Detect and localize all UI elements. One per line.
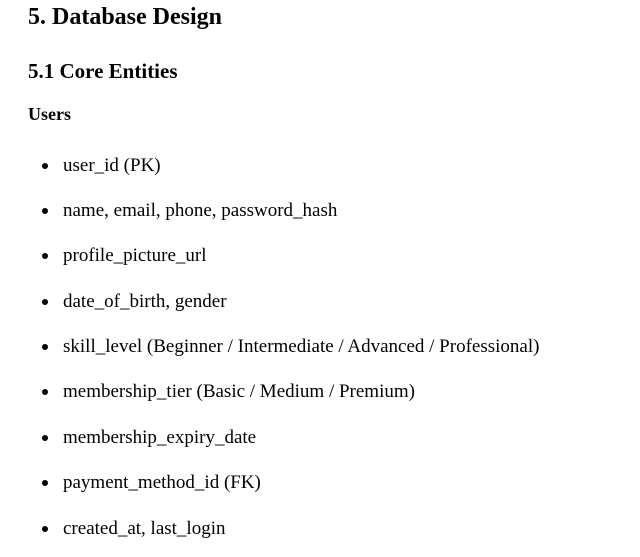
field-text: user_id (PK) (63, 155, 161, 176)
field-text: date_of_birth, gender (63, 291, 227, 312)
bullet-icon (42, 389, 48, 395)
bullet-icon (42, 299, 48, 305)
field-text: payment_method_id (FK) (63, 472, 261, 493)
bullet-icon (42, 480, 48, 486)
subsection-heading: 5.1 Core Entities (28, 59, 178, 83)
bullet-icon (42, 208, 48, 214)
bullet-icon (42, 253, 48, 259)
section-heading: 5. Database Design (28, 4, 223, 30)
field-text: name, email, phone, password_hash (63, 200, 338, 221)
field-text: membership_expiry_date (63, 427, 257, 448)
field-text: created_at, last_login (63, 518, 226, 539)
field-text: membership_tier (Basic / Medium / Premiu… (63, 381, 415, 402)
field-text: skill_level (Beginner / Intermediate / A… (63, 336, 540, 357)
field-text: profile_picture_url (63, 245, 207, 266)
entity-title: Users (28, 104, 71, 124)
bullet-icon (42, 526, 48, 532)
bullet-icon (42, 344, 48, 350)
bullet-icon (42, 435, 48, 441)
bullet-icon (42, 163, 48, 169)
